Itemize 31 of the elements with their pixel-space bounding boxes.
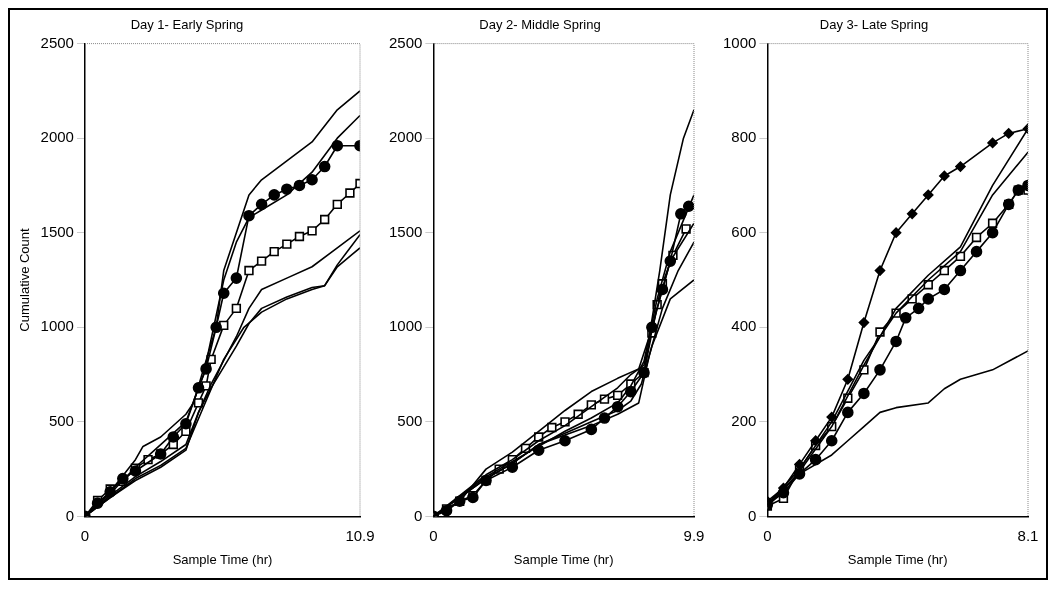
- chart-title: Day 3- Late Spring: [819, 17, 929, 33]
- chart-title: Day 1- Early Spring: [130, 17, 244, 33]
- y-tick-label: 800: [731, 128, 757, 146]
- x-tick-label: 9.9: [683, 526, 705, 544]
- x-tick-label: 0: [80, 526, 90, 544]
- y-tick-label: 1500: [40, 222, 74, 240]
- y-tick-label: 400: [731, 317, 757, 335]
- x-tick-label: 10.9: [345, 526, 375, 544]
- y-tick-label: 2500: [388, 33, 423, 51]
- y-tick-label: 500: [397, 411, 423, 429]
- x-axis-title: Sample Time (hr): [847, 551, 948, 567]
- x-tick-label: 0: [429, 526, 438, 544]
- y-tick-label: 2500: [40, 33, 74, 51]
- y-tick-label: 1500: [388, 222, 423, 240]
- chart-title: Day 2- Middle Spring: [479, 17, 601, 33]
- x-tick-label: 0: [763, 526, 772, 544]
- y-tick-label: 2000: [388, 128, 423, 146]
- y-tick-label: 1000: [388, 317, 423, 335]
- y-tick-label: 0: [748, 506, 757, 524]
- y-tick-label: 500: [48, 411, 74, 429]
- y-axis-title: Cumulative Count: [17, 227, 33, 332]
- x-axis-title: Sample Time (hr): [513, 551, 614, 567]
- y-tick-label: 0: [414, 506, 423, 524]
- x-tick-label: 8.1: [1017, 526, 1039, 544]
- x-axis-title: Sample Time (hr): [172, 551, 273, 567]
- y-tick-label: 600: [731, 222, 757, 240]
- y-tick-label: 0: [65, 506, 74, 524]
- y-tick-label: 1000: [40, 317, 74, 335]
- y-tick-label: 2000: [40, 128, 74, 146]
- y-tick-label: 1000: [722, 33, 757, 51]
- y-tick-label: 200: [731, 411, 757, 429]
